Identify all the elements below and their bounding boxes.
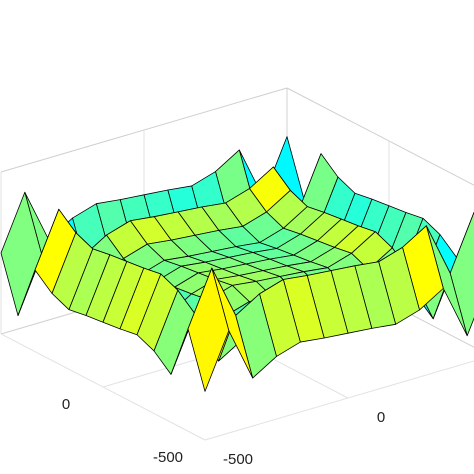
x-tick-label: 0 xyxy=(62,396,70,413)
grid-line xyxy=(0,172,206,441)
y-tick-label: -500 xyxy=(223,451,253,468)
y-tick-label: 0 xyxy=(377,409,385,426)
x-tick-label: -500 xyxy=(153,449,183,466)
surface-patch xyxy=(187,267,230,392)
grid-line xyxy=(204,360,474,441)
